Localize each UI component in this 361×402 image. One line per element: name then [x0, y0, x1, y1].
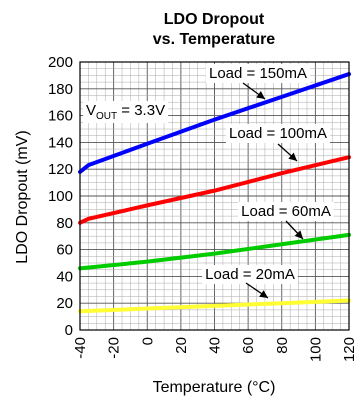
chart-subtitle: vs. Temperature [153, 31, 276, 48]
series-line-2 [78, 232, 351, 271]
series-layer [78, 72, 351, 314]
series-label-bg [226, 124, 330, 143]
series-line-1 [78, 155, 351, 225]
callout-arrowhead [288, 152, 297, 161]
series-line-0 [78, 72, 351, 174]
callout-arrowhead [256, 91, 265, 99]
x-tick-label: 40 [207, 337, 224, 354]
callout-arrowhead [259, 290, 268, 298]
y-tick-label: 0 [65, 322, 73, 339]
chart-title: LDO Dropout [164, 11, 265, 28]
tick-labels: 0 20 40 60 80 100 120 140 160 180 200 -40 -20 0 20 40 60… [48, 54, 358, 362]
y-tick-label: 160 [48, 108, 73, 125]
x-tick-label: 100 [307, 337, 324, 362]
callouts: Load = 150mA Load = 100mA Load = 60mA Load … [202, 64, 334, 299]
x-tick-label: 0 [139, 337, 156, 345]
y-tick-label: 140 [48, 134, 73, 151]
x-tick-label: 120 [341, 337, 358, 362]
series-label-1: Load = 100mA [229, 125, 327, 142]
x-axis-label: Temperature (°C) [153, 379, 276, 396]
y-tick-label: 20 [56, 295, 73, 312]
vout-annotation-bg [83, 101, 169, 123]
x-tick-label: -20 [106, 337, 123, 359]
y-tick-label: 120 [48, 161, 73, 178]
plot-frame [79, 61, 350, 331]
series-label-2: Load = 60mA [241, 203, 331, 220]
y-tick-label: 200 [48, 54, 73, 71]
series-label-bg [206, 64, 310, 83]
series-label-bg [238, 202, 334, 221]
series-label-bg [202, 265, 298, 284]
series-line-3 [78, 298, 351, 314]
y-axis-label: LDO Dropout (mV) [14, 130, 31, 263]
callout-arrowhead [294, 230, 303, 239]
series-label-0: Load = 150mA [209, 65, 307, 82]
y-tick-label: 180 [48, 81, 73, 98]
y-tick-label: 60 [56, 242, 73, 259]
x-tick-label: -40 [72, 337, 89, 359]
y-tick-label: 80 [56, 215, 73, 232]
y-tick-label: 100 [48, 188, 73, 205]
y-tick-label: 40 [56, 268, 73, 285]
x-tick-label: 80 [274, 337, 291, 354]
x-tick-label: 20 [173, 337, 190, 354]
series-label-3: Load = 20mA [205, 266, 295, 283]
x-tick-label: 60 [240, 337, 257, 354]
vout-annotation: VOUT = 3.3V [86, 102, 165, 122]
